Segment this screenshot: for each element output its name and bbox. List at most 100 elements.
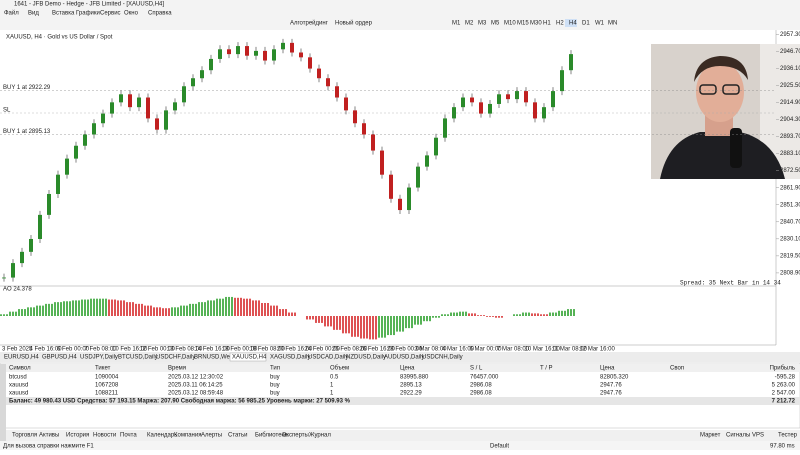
table-header: Тикет	[95, 366, 111, 372]
webcam-shirt	[660, 132, 785, 179]
table-cell: buy	[270, 383, 280, 389]
toolbox-tab[interactable]: Почта	[120, 433, 137, 439]
price-label: 2936.10	[780, 66, 800, 72]
toolbox-tab[interactable]: Компания	[174, 433, 201, 439]
time-label: 26 Feb 16:00	[360, 347, 396, 353]
chart-tab[interactable]: XAUUSD,H4	[232, 355, 267, 361]
toolbox-right[interactable]: Сигналы	[726, 433, 750, 439]
candle	[371, 134, 375, 151]
time-label: 12 Mar 16:00	[580, 347, 616, 353]
table-cell: 2947.76	[600, 383, 622, 389]
timeframe-button[interactable]: M30	[530, 21, 542, 27]
candle	[326, 78, 330, 87]
timeframe-button[interactable]: M3	[478, 21, 487, 27]
timeframe-button[interactable]: W1	[595, 21, 605, 27]
timeframe-button[interactable]: M2	[465, 21, 474, 27]
time-label: 12 Feb 00:00	[140, 347, 176, 353]
menu-item[interactable]: Справка	[148, 11, 172, 17]
candle	[380, 150, 384, 175]
chart-tab[interactable]: BRNUSD,Weekly	[194, 355, 241, 361]
chart-tab[interactable]: XAGUSD,Daily	[270, 355, 310, 361]
chart-tab[interactable]: USDCHF,Daily	[156, 355, 195, 361]
toolbar-button[interactable]: Алготрейдинг	[290, 20, 329, 27]
price-label: 2946.70	[780, 49, 800, 55]
toolbox-tab[interactable]: Журнал	[309, 433, 331, 439]
table-cell: 1088211	[95, 391, 119, 397]
toolbar-button[interactable]: Новый ордер	[335, 20, 373, 27]
toolbox-tab[interactable]: Алерты	[201, 433, 222, 439]
candle	[83, 134, 87, 146]
webcam-face	[696, 62, 744, 122]
timeframe-button[interactable]: D1	[582, 21, 590, 27]
toolbox-side	[0, 364, 6, 441]
price-label: 2872.50	[780, 168, 800, 174]
menu-item[interactable]: Сервис	[100, 11, 121, 17]
chart-tab[interactable]: NZDUSD,Daily	[346, 355, 386, 361]
toolbox-tab[interactable]: Календарь	[147, 433, 177, 439]
time-label: 4 Mar 16:00	[442, 347, 475, 353]
toolbox-right[interactable]: VPS	[752, 433, 764, 439]
timeframe-button[interactable]: M5	[491, 21, 500, 27]
timeframe-button[interactable]: M15	[517, 21, 529, 27]
webcam-glasses-l	[699, 84, 717, 95]
toolbox-tab[interactable]: Активы	[39, 433, 59, 439]
candle	[173, 102, 177, 111]
toolbox-tab[interactable]: Торговля	[12, 433, 37, 439]
chart-tab[interactable]: BTCUSD,Daily	[118, 355, 158, 361]
toolbox-tab[interactable]: Новости	[93, 433, 116, 439]
toolbox-tab[interactable]: Статьи	[228, 433, 247, 439]
menu-item[interactable]: Вставка	[52, 11, 75, 17]
timeframe-active	[565, 19, 577, 27]
menu-item[interactable]: Графики	[76, 11, 100, 17]
table-header: Цена	[600, 366, 615, 372]
menu-item[interactable]: Окно	[124, 11, 139, 17]
chart-tab[interactable]: AUDUSD,Daily	[384, 355, 424, 361]
table-cell: xauusd	[9, 383, 28, 389]
balance: Баланс: 49 980.43 USD Средства: 57 193.1…	[9, 398, 351, 405]
table-cell: 0.5	[330, 375, 339, 381]
candle	[353, 110, 357, 124]
candle	[191, 78, 195, 87]
timeframe-button[interactable]: H4	[569, 21, 577, 27]
toolbox-tab[interactable]: История	[66, 433, 89, 439]
status-help: Для вызова справки нажмите F1	[3, 444, 94, 450]
toolbox-right[interactable]: Тестер	[778, 433, 798, 439]
toolbox-tab[interactable]: Библиотека	[255, 433, 288, 439]
candle	[335, 86, 339, 98]
chart-tab[interactable]: EURUSD,H4	[4, 355, 39, 361]
candle	[38, 214, 42, 239]
balance-bg	[0, 397, 800, 405]
table-header: Прибыль	[770, 366, 795, 372]
candle	[101, 113, 105, 124]
candle	[497, 94, 501, 104]
timeframe-button[interactable]: MN	[608, 21, 617, 27]
price-label: 2830.10	[780, 236, 800, 242]
timeframe-button[interactable]: M1	[452, 21, 461, 27]
time-label: 18 Feb 00:00	[222, 347, 258, 353]
chart-tab[interactable]: USDCAD,Daily	[308, 355, 348, 361]
candle	[263, 50, 267, 61]
chart-tab[interactable]: USDJPY,Daily	[80, 355, 118, 361]
chart-tab[interactable]: GBPUSD,H4	[42, 355, 77, 361]
menu-item[interactable]: Вид	[28, 11, 39, 17]
menu-item[interactable]: Файл	[4, 10, 19, 17]
timeframe-button[interactable]: H1	[543, 21, 551, 27]
status-profile: Default	[490, 444, 509, 450]
time-label: 10 Mar 16:00	[525, 347, 561, 353]
table-cell: 2025.03.12 12:30:02	[168, 375, 224, 381]
candle	[56, 174, 60, 194]
candle	[128, 94, 132, 108]
toolbox-right[interactable]: Маркет	[700, 433, 721, 439]
table-cell: 1	[330, 391, 334, 397]
time-label: 3 Mar 08:00	[415, 347, 448, 353]
timeframe-button[interactable]: H2	[556, 21, 564, 27]
chart-tab[interactable]: USDCNH,Daily	[422, 355, 463, 361]
candle	[227, 49, 231, 55]
table-cell: 2895.13	[400, 383, 422, 389]
table-cell: 2922.29	[400, 391, 422, 397]
table-header: Цена	[400, 366, 415, 372]
toolbox-tab[interactable]: Эксперты	[282, 433, 309, 439]
timeframe-button[interactable]: M10	[504, 21, 516, 27]
table-cell: 2986.08	[470, 391, 492, 397]
total-profit: 7 212.72	[772, 399, 796, 405]
